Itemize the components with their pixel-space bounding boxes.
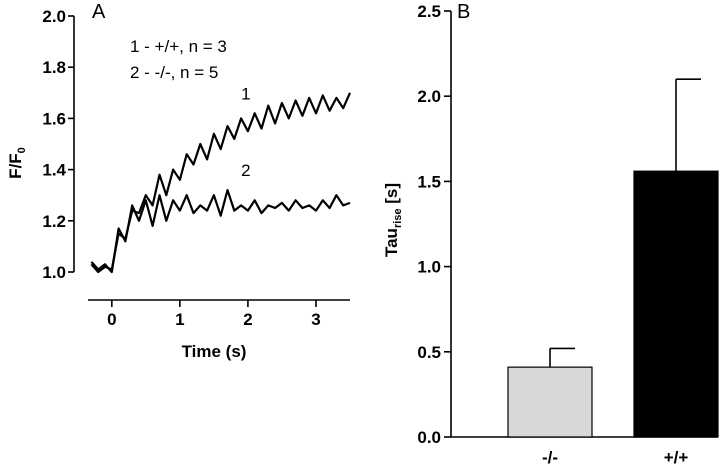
series-2-label: 2 — [241, 161, 250, 180]
panel-a-y-tick-label: 2.0 — [42, 7, 66, 26]
panel-a-x-tick-label: 1 — [175, 310, 184, 329]
panel-a-y-tick-label: 1.2 — [42, 212, 66, 231]
panel-b-letter: B — [457, 1, 470, 23]
bar-wildtype — [633, 170, 719, 438]
bar-category-label: +/+ — [664, 448, 689, 466]
panel-b-y-axis-title: Taurise [s] — [382, 183, 404, 257]
series-1-label: 1 — [241, 84, 250, 103]
panel-b-y-axis-title-main: Tau — [382, 228, 401, 257]
panel-a-y-axis-title: F/F0 — [6, 147, 28, 179]
panel-a-line-chart: A 1 - +/+, n = 3 2 - -/-, n = 5 F/F0 Tim… — [6, 1, 352, 361]
legend-entry-1: 1 - +/+, n = 3 — [130, 37, 227, 56]
panel-b-y-tick-label: 0.0 — [417, 428, 441, 447]
panel-b-y-tick-label: 2.5 — [417, 2, 441, 21]
panel-a-y-axis-title-main: F/F — [6, 153, 25, 179]
panel-a-y-axis-title-sub: 0 — [16, 147, 28, 153]
bar-category-label: -/- — [542, 448, 558, 466]
panel-a-y-tick-label: 1.4 — [42, 161, 66, 180]
panel-b-bar-chart: B Taurise [s] 0.0 0.5 1.0 1.5 2.0 2.5 -/- +/+ — [382, 1, 719, 466]
panel-a-x-tick-label: 3 — [311, 310, 320, 329]
panel-b-y-tick-label: 0.5 — [417, 343, 441, 362]
panel-a-x-tick-label: 2 — [243, 310, 252, 329]
panel-a-y-tick-label: 1.0 — [42, 263, 66, 282]
legend-entry-2: 2 - -/-, n = 5 — [130, 63, 218, 82]
bar-knockout — [507, 366, 593, 438]
panel-a-x-axis-title: Time (s) — [182, 342, 247, 361]
panel-b-y-tick-label: 2.0 — [417, 87, 441, 106]
panel-b-y-axis-title-suffix: [s] — [382, 183, 401, 209]
panel-a-y-tick-label: 1.6 — [42, 109, 66, 128]
panel-b-y-tick-label: 1.5 — [417, 172, 441, 191]
series-2-line — [90, 189, 351, 274]
panel-a-y-tick-label: 1.8 — [42, 58, 66, 77]
panel-b-y-axis-title-sub: rise — [392, 208, 404, 228]
panel-a-x-tick-label: 0 — [107, 310, 116, 329]
panel-b-y-tick-label: 1.0 — [417, 258, 441, 277]
series-1-line — [90, 92, 352, 274]
panel-a-letter: A — [92, 1, 106, 23]
